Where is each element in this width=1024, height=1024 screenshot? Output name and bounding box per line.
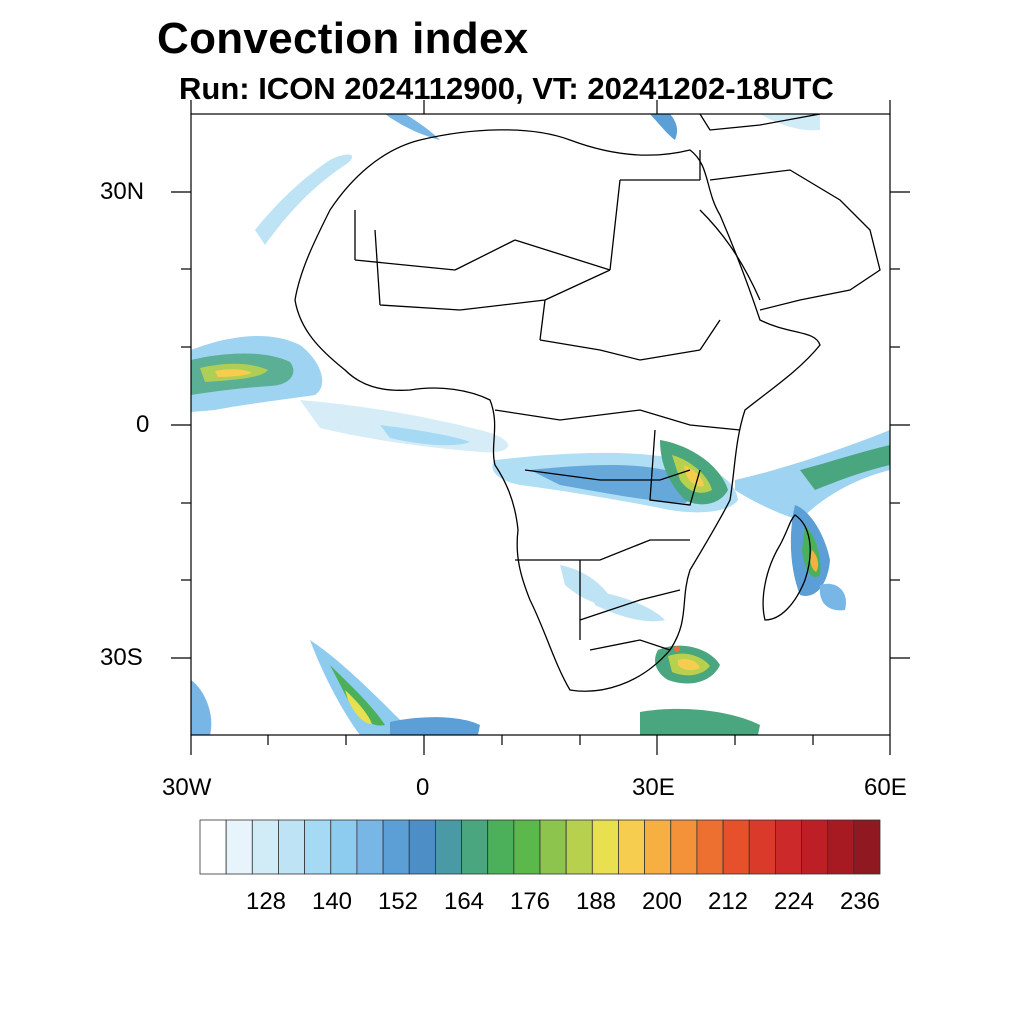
- colorbar-swatch: [513, 819, 541, 875]
- colorbar-label: 164: [443, 888, 485, 915]
- lat-label-30s: 30S: [100, 644, 143, 671]
- lon-label-0: 0: [416, 774, 430, 801]
- colorbar-swatch: [748, 819, 776, 875]
- colorbar-swatch: [225, 819, 253, 875]
- colorbar-label: 140: [311, 888, 353, 915]
- colorbar-swatch: [304, 819, 332, 875]
- lat-label-0: 0: [136, 411, 150, 438]
- run-subtitle: Run: ICON 2024112900, VT: 20241202-18UTC: [179, 71, 834, 106]
- colorbar-swatch: [382, 819, 410, 875]
- convection-field: [191, 114, 890, 735]
- colorbar-label: 212: [707, 888, 749, 915]
- colorbar-swatch: [408, 819, 436, 875]
- colorbar-swatch: [199, 819, 227, 875]
- colorbar: [199, 819, 881, 875]
- colorbar-swatch: [644, 819, 672, 875]
- colorbar-label: 128: [245, 888, 287, 915]
- colorbar-label: 200: [641, 888, 683, 915]
- lon-label-30w: 30W: [162, 774, 212, 801]
- colorbar-swatch: [670, 819, 698, 875]
- colorbar-label: 236: [839, 888, 881, 915]
- lat-label-30n: 30N: [100, 178, 145, 205]
- axis-ticks: [171, 100, 910, 755]
- colorbar-swatch: [722, 819, 750, 875]
- colorbar-swatch: [251, 819, 279, 875]
- colorbar-swatch: [434, 819, 462, 875]
- map-frame: [190, 113, 891, 736]
- colorbar-swatch: [696, 819, 724, 875]
- colorbar-swatch: [774, 819, 802, 875]
- colorbar-label: 224: [773, 888, 815, 915]
- colorbar-swatch: [461, 819, 489, 875]
- colorbar-swatch: [330, 819, 358, 875]
- colorbar-swatch: [591, 819, 619, 875]
- colorbar-swatch: [853, 819, 881, 875]
- colorbar-swatch: [487, 819, 515, 875]
- colorbar-swatch: [278, 819, 306, 875]
- colorbar-label: 176: [509, 888, 551, 915]
- colorbar-swatch: [356, 819, 384, 875]
- colorbar-label: 152: [377, 888, 419, 915]
- coastlines: [294, 114, 881, 692]
- colorbar-swatch: [801, 819, 829, 875]
- colorbar-swatch: [539, 819, 567, 875]
- colorbar-swatch: [565, 819, 593, 875]
- colorbar-swatch: [827, 819, 855, 875]
- colorbar-swatch: [618, 819, 646, 875]
- lon-label-30e: 30E: [632, 774, 675, 801]
- map-title: Convection index: [157, 14, 529, 63]
- lon-label-60e: 60E: [864, 774, 907, 801]
- colorbar-label: 188: [575, 888, 617, 915]
